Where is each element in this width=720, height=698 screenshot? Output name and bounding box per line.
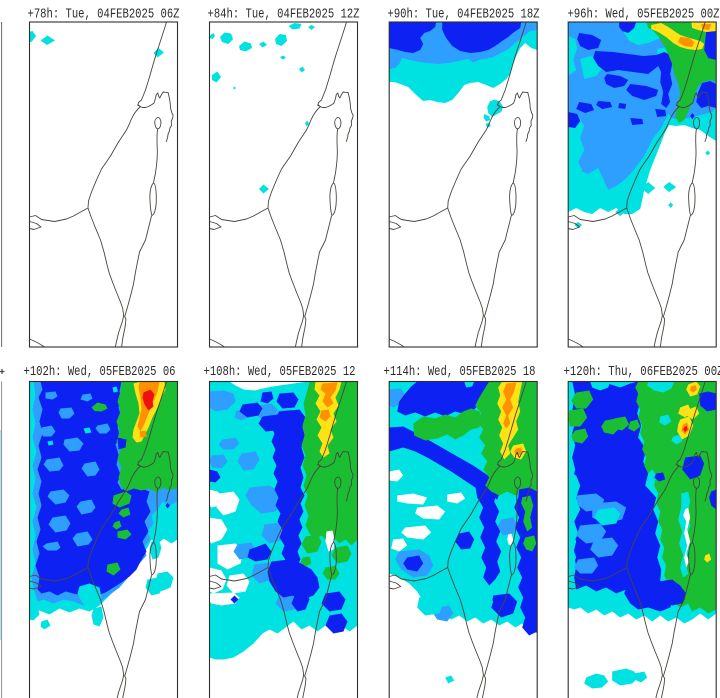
svg-text:+114h: Wed, 05FEB2025 18: +114h: Wed, 05FEB2025 18 [384, 364, 536, 380]
svg-text:+120h: Thu, 06FEB2025 00Z: +120h: Thu, 06FEB2025 00Z [564, 364, 720, 380]
svg-text:+78h: Tue, 04FEB2025 06Z: +78h: Tue, 04FEB2025 06Z [28, 7, 180, 23]
svg-text:+102h: Wed, 05FEB2025 06: +102h: Wed, 05FEB2025 06 [24, 364, 176, 380]
svg-text:+90h: Tue, 04FEB2025 18Z: +90h: Tue, 04FEB2025 18Z [388, 7, 540, 23]
svg-text:+96h: Wed, 05FEB2025 00Z: +96h: Wed, 05FEB2025 00Z [568, 7, 720, 23]
svg-text:+108h: Wed, 05FEB2025 12: +108h: Wed, 05FEB2025 12 [204, 364, 356, 380]
svg-text:+84h: Tue, 04FEB2025 12Z: +84h: Tue, 04FEB2025 12Z [208, 7, 360, 23]
